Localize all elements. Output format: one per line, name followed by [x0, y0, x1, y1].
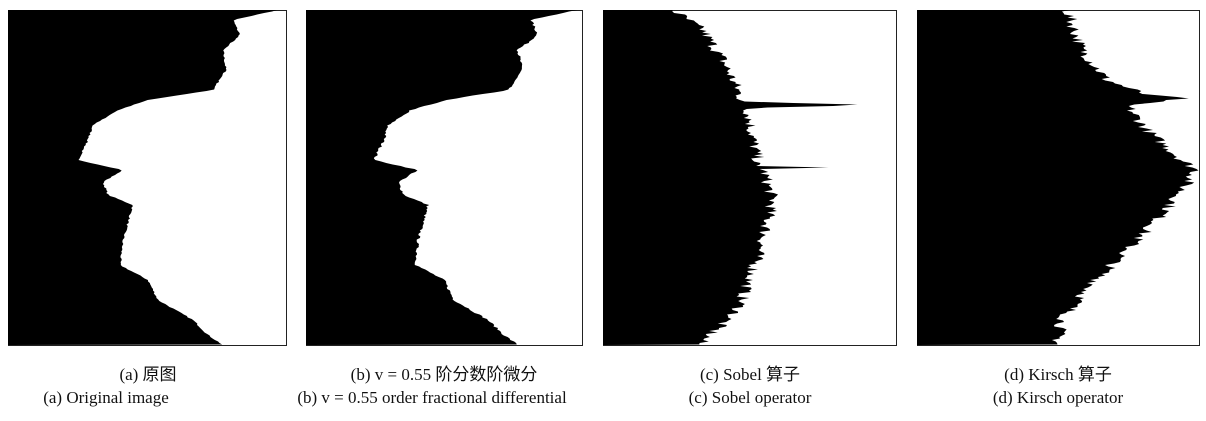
caption-en: (b) v = 0.55 order fractional differenti…	[297, 388, 566, 408]
caption-zh: (a) 原图	[119, 360, 176, 385]
caption-en: (c) Sobel operator	[689, 388, 812, 408]
caption-en: (d) Kirsch operator	[993, 388, 1123, 408]
caption-zh: (c) Sobel 算子	[700, 360, 800, 385]
caption-en: (a) Original image	[43, 388, 169, 408]
caption-zh: (b) v = 0.55 阶分数阶微分	[351, 360, 538, 385]
figure: (a) 原图 (a) Original image (b) v = 0.55 阶…	[0, 0, 1206, 421]
images	[0, 0, 1206, 350]
caption-zh: (d) Kirsch 算子	[1004, 360, 1112, 385]
